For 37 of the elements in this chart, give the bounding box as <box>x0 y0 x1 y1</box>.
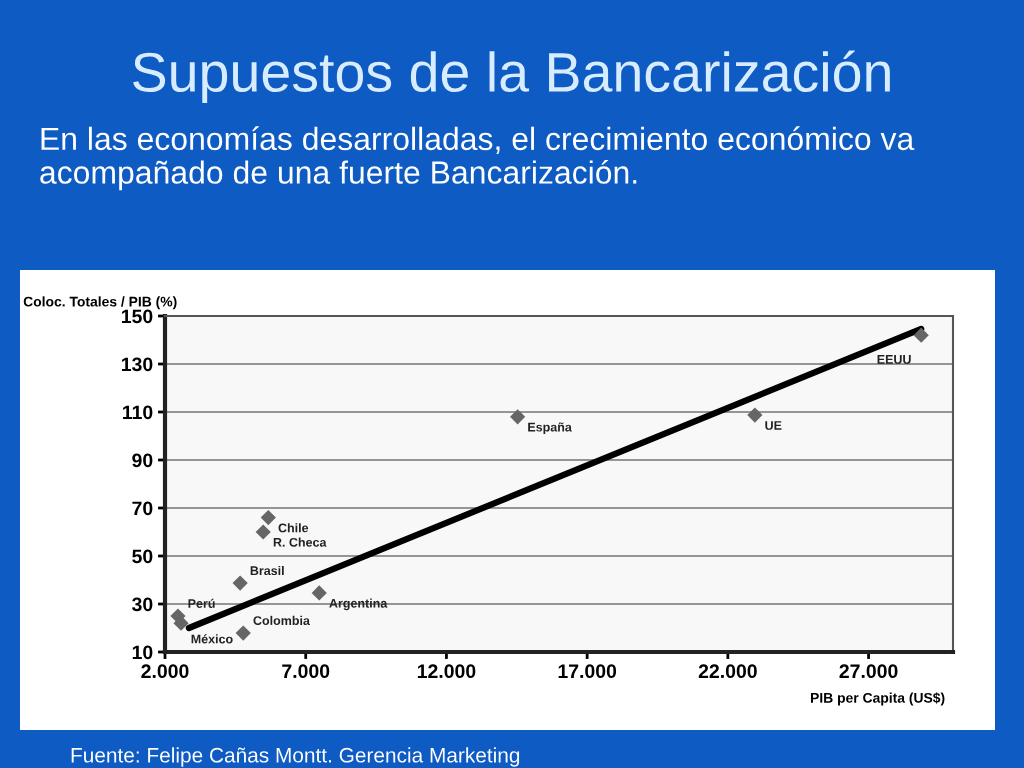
annotation: EEUU <box>877 355 911 364</box>
annotation: España <box>528 422 572 435</box>
y-tick-label: 110 <box>123 405 153 420</box>
point <box>232 575 248 591</box>
annotation: Chile <box>278 523 309 533</box>
y-tick-label: 70 <box>132 501 153 516</box>
point <box>235 625 251 641</box>
y-tick-label: 30 <box>132 597 153 612</box>
annotation: Argentina <box>329 598 388 611</box>
annotation: UE <box>765 421 782 430</box>
y-tick-label: 10 <box>132 645 153 660</box>
x-tick-label: 2.000 <box>141 664 189 679</box>
x-axis-title: PIB per Capita (US$) <box>811 692 945 706</box>
y-tick-label: 130 <box>121 357 153 372</box>
point <box>311 585 327 601</box>
x-tick-label: 17.000 <box>558 664 617 679</box>
x-tick-label: 12.000 <box>417 664 476 679</box>
point <box>255 524 271 540</box>
point <box>913 327 929 343</box>
source-note: Fuente: Felipe Cañas Montt. Gerencia Marketing <box>71 747 520 767</box>
x-tick-label: 27.000 <box>839 664 898 679</box>
y-tick-label: 50 <box>132 549 153 564</box>
x-tick-label: 22.000 <box>698 664 757 679</box>
point <box>510 409 526 425</box>
x-tick-label: 7.000 <box>282 664 330 679</box>
point <box>747 407 763 423</box>
chart-title: Supuestos de la Bancarización <box>133 50 890 104</box>
annotation: Colombia <box>253 615 310 626</box>
y-tick-label: 150 <box>121 309 153 324</box>
chart-subtitle: En las economías desarrolladas, el crecimiento económico va acompañado de una fuerte Bancarización. <box>40 126 915 191</box>
point <box>260 509 276 526</box>
annotation: Perú <box>188 598 215 608</box>
annotation: México <box>191 634 233 644</box>
annotation: R. Checa <box>273 537 327 547</box>
annotation: Brasil <box>250 565 284 576</box>
y-axis-title: Coloc. Totales / PIB (%) <box>23 296 177 310</box>
y-tick-label: 90 <box>132 453 153 468</box>
